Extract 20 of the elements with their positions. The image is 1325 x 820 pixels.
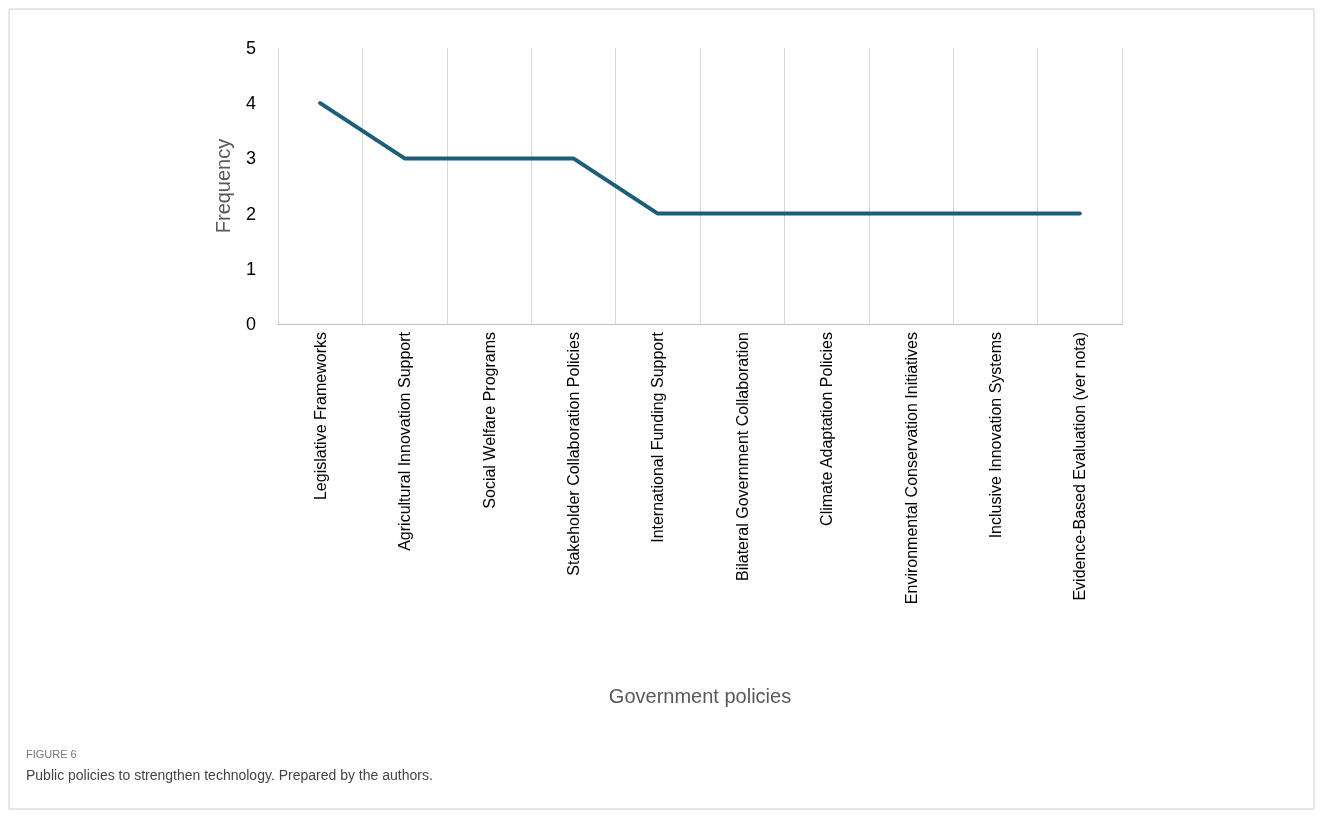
x-axis-title: Government policies — [608, 684, 792, 707]
x-tick-label: Legislative Frameworks — [311, 332, 329, 501]
x-tick-label: Social Welfare Programs — [480, 332, 498, 509]
y-axis-title: Frequency — [212, 138, 234, 234]
y-tick-label: 2 — [245, 203, 256, 224]
text: Public policies to strengthen technology. Prepared by the authors. — [26, 767, 433, 783]
y-tick-label: 5 — [245, 38, 256, 58]
x-tick-label: Bilateral Government Collaboration — [733, 332, 751, 582]
y-tick-label: 3 — [245, 148, 256, 169]
y-tick-label: 1 — [245, 258, 256, 279]
x-tick-label: Evidence-Based Evaluation (ver nota) — [1071, 332, 1089, 601]
x-tick-label: Climate Adaptation Policies — [818, 332, 836, 526]
y-tick-label: 0 — [245, 314, 256, 334]
x-tick-label: International Funding Support — [649, 331, 667, 543]
x-tick-label: Environmental Conservation Initiatives — [902, 332, 920, 605]
x-tick-label: Agricultural Innovation Support — [396, 331, 414, 551]
y-tick-label: 4 — [245, 93, 256, 114]
x-tick-label: Stakeholder Collaboration Policies — [564, 332, 582, 576]
caption: FIGURE 6 — [26, 747, 77, 760]
x-tick-label: Inclusive Innovation Systems — [986, 332, 1004, 539]
